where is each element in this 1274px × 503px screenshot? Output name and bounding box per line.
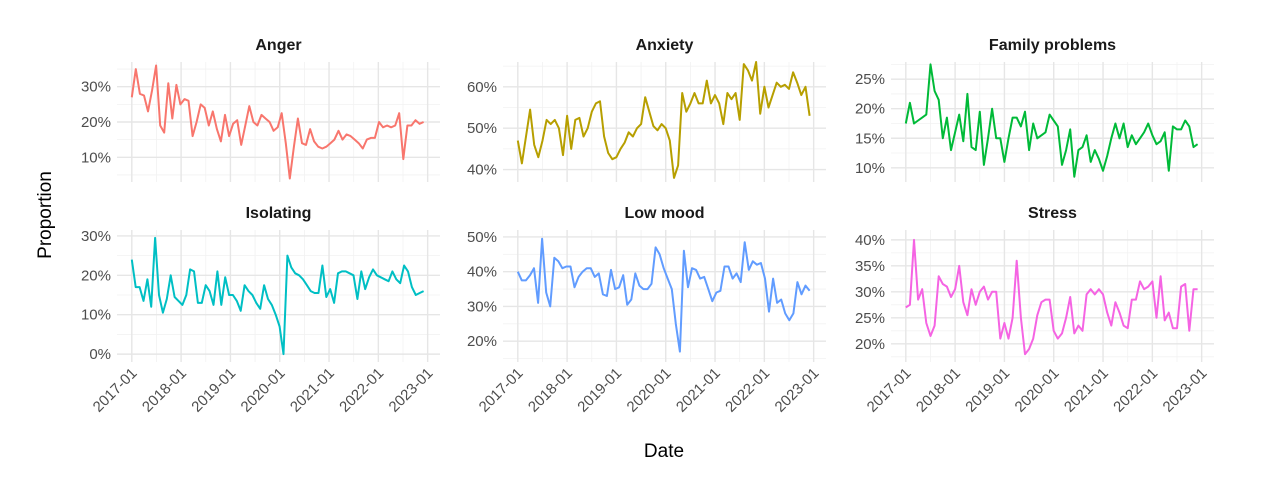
y-tick-label: 20% xyxy=(467,333,497,350)
x-tick-label: 2023-01 xyxy=(386,365,437,416)
panel-stress: 20% 25% 30% 35% 40% Stress 2017-012018-012019-… xyxy=(855,205,1214,416)
y-tick-label: 20% xyxy=(81,114,111,131)
y-tick-label: 15% xyxy=(855,130,885,147)
x-tick-label: 2023-01 xyxy=(772,365,823,416)
x-tick-label: 2021-01 xyxy=(673,365,724,416)
series-line-low-mood xyxy=(516,237,811,353)
panel-anxiety: 40% 50% 60% Anxiety xyxy=(467,37,826,182)
y-tick-label: 60% xyxy=(467,79,497,96)
y-tick-label: 35% xyxy=(855,258,885,275)
y-tick-label: 30% xyxy=(81,79,111,96)
y-tick-label: 40% xyxy=(855,232,885,249)
y-tick-label: 25% xyxy=(855,310,885,327)
series-line-anger xyxy=(130,64,425,180)
x-tick-label: 2022-01 xyxy=(1110,365,1161,416)
facet-title: Low mood xyxy=(625,205,705,222)
panel-family-problems: 10% 15% 20% 25% Family problems xyxy=(855,37,1214,182)
y-tick-label: 40% xyxy=(467,162,497,179)
y-tick-label: 50% xyxy=(467,229,497,246)
panel-anger: 10% 20% 30% Anger xyxy=(81,37,440,182)
series-line-family-problems xyxy=(904,63,1199,178)
y-tick-label: 10% xyxy=(81,149,111,166)
x-tick-label: 2019-01 xyxy=(962,365,1013,416)
facet-title: Anxiety xyxy=(636,37,694,54)
y-tick-label: 10% xyxy=(855,160,885,177)
y-tick-label: 20% xyxy=(81,267,111,284)
x-tick-label: 2017-01 xyxy=(476,365,527,416)
facet-title: Family problems xyxy=(989,37,1116,54)
panel-low-mood: 20% 30% 40% 50% Low mood 2017-012018-012019-0… xyxy=(467,205,826,416)
panel-isolating: 0% 10% 20% 30% Isolating 2017-012018-012019-0… xyxy=(81,205,440,416)
y-tick-label: 20% xyxy=(855,101,885,118)
y-tick-label: 25% xyxy=(855,71,885,88)
y-tick-label: 20% xyxy=(855,336,885,353)
x-tick-label: 2018-01 xyxy=(913,365,964,416)
x-tick-label: 2020-01 xyxy=(1012,365,1063,416)
y-tick-label: 0% xyxy=(89,346,111,363)
x-axis-title: Date xyxy=(644,441,684,462)
x-tick-label: 2018-01 xyxy=(525,365,576,416)
facet-title: Stress xyxy=(1028,205,1077,222)
x-tick-label: 2022-01 xyxy=(336,365,387,416)
x-tick-label: 2021-01 xyxy=(1061,365,1112,416)
facet-title: Isolating xyxy=(246,205,312,222)
y-tick-label: 10% xyxy=(81,307,111,324)
facet-title: Anger xyxy=(255,37,301,54)
x-tick-label: 2017-01 xyxy=(864,365,915,416)
series-line-stress xyxy=(905,238,1198,356)
y-tick-label: 30% xyxy=(81,228,111,245)
x-tick-label: 2018-01 xyxy=(139,365,190,416)
y-axis-title: Proportion xyxy=(35,171,56,259)
series-line-anxiety xyxy=(516,61,811,179)
y-tick-label: 30% xyxy=(467,298,497,315)
x-tick-label: 2023-01 xyxy=(1160,365,1211,416)
x-tick-label: 2020-01 xyxy=(624,365,675,416)
x-tick-label: 2021-01 xyxy=(287,365,338,416)
x-tick-label: 2019-01 xyxy=(574,365,625,416)
x-tick-label: 2020-01 xyxy=(238,365,289,416)
series-line-isolating xyxy=(130,236,425,356)
x-tick-label: 2022-01 xyxy=(722,365,773,416)
y-tick-label: 30% xyxy=(855,284,885,301)
y-tick-label: 40% xyxy=(467,264,497,281)
x-tick-label: 2017-01 xyxy=(90,365,141,416)
x-tick-label: 2019-01 xyxy=(188,365,239,416)
y-tick-label: 50% xyxy=(467,120,497,137)
